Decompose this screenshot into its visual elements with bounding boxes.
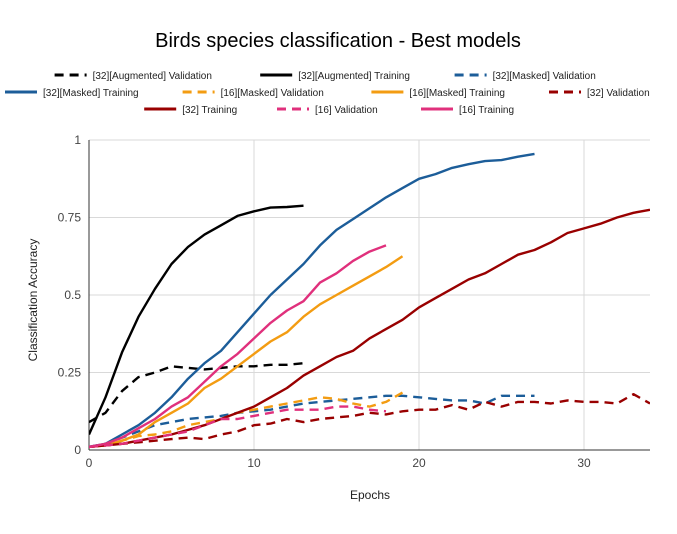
y-tick-label: 0.25 — [58, 366, 82, 380]
series-lines — [89, 152, 650, 449]
series-line-32-augmented-training — [89, 204, 304, 435]
y-tick-label: 1 — [74, 133, 81, 147]
series-line-16-training — [89, 244, 387, 449]
legend-label: [16] Training — [459, 105, 514, 116]
legend-label: [16][Masked] Validation — [221, 88, 324, 99]
grid — [89, 139, 650, 450]
series-line-16-masked-training — [89, 255, 404, 449]
legend-label: [32] Training — [182, 105, 237, 116]
y-axis-label: Classification Accuracy — [26, 239, 40, 362]
series-line-32-masked-training — [89, 152, 535, 449]
legend: [32][Augmented] Validation [32][Augmented… — [5, 71, 650, 116]
legend-label: [32] Validation — [587, 88, 650, 99]
x-tick-label: 30 — [577, 456, 591, 470]
x-tick-label: 0 — [86, 456, 93, 470]
legend-label: [32][Masked] Training — [43, 88, 139, 99]
x-axis-label: Epochs — [350, 488, 390, 502]
legend-label: [32][Masked] Validation — [493, 71, 596, 82]
y-tick-label: 0 — [74, 443, 81, 457]
x-tick-label: 20 — [412, 456, 426, 470]
series-line-32-validation — [89, 393, 650, 449]
series-line-32-augmented-validation — [89, 362, 304, 424]
legend-label: [16] Validation — [315, 105, 378, 116]
legend-label: [16][Masked] Training — [409, 88, 505, 99]
x-tick-label: 10 — [247, 456, 261, 470]
series-line-16-masked-validation — [89, 391, 404, 449]
legend-label: [32][Augmented] Training — [298, 71, 410, 82]
legend-label: [32][Augmented] Validation — [93, 71, 212, 82]
y-tick-label: 0.5 — [64, 288, 81, 302]
y-tick-label: 0.75 — [58, 211, 82, 225]
series-line-32-masked-validation — [89, 394, 535, 449]
series-line-16-validation — [89, 405, 387, 449]
chart-title: Birds species classification - Best mode… — [155, 30, 521, 52]
